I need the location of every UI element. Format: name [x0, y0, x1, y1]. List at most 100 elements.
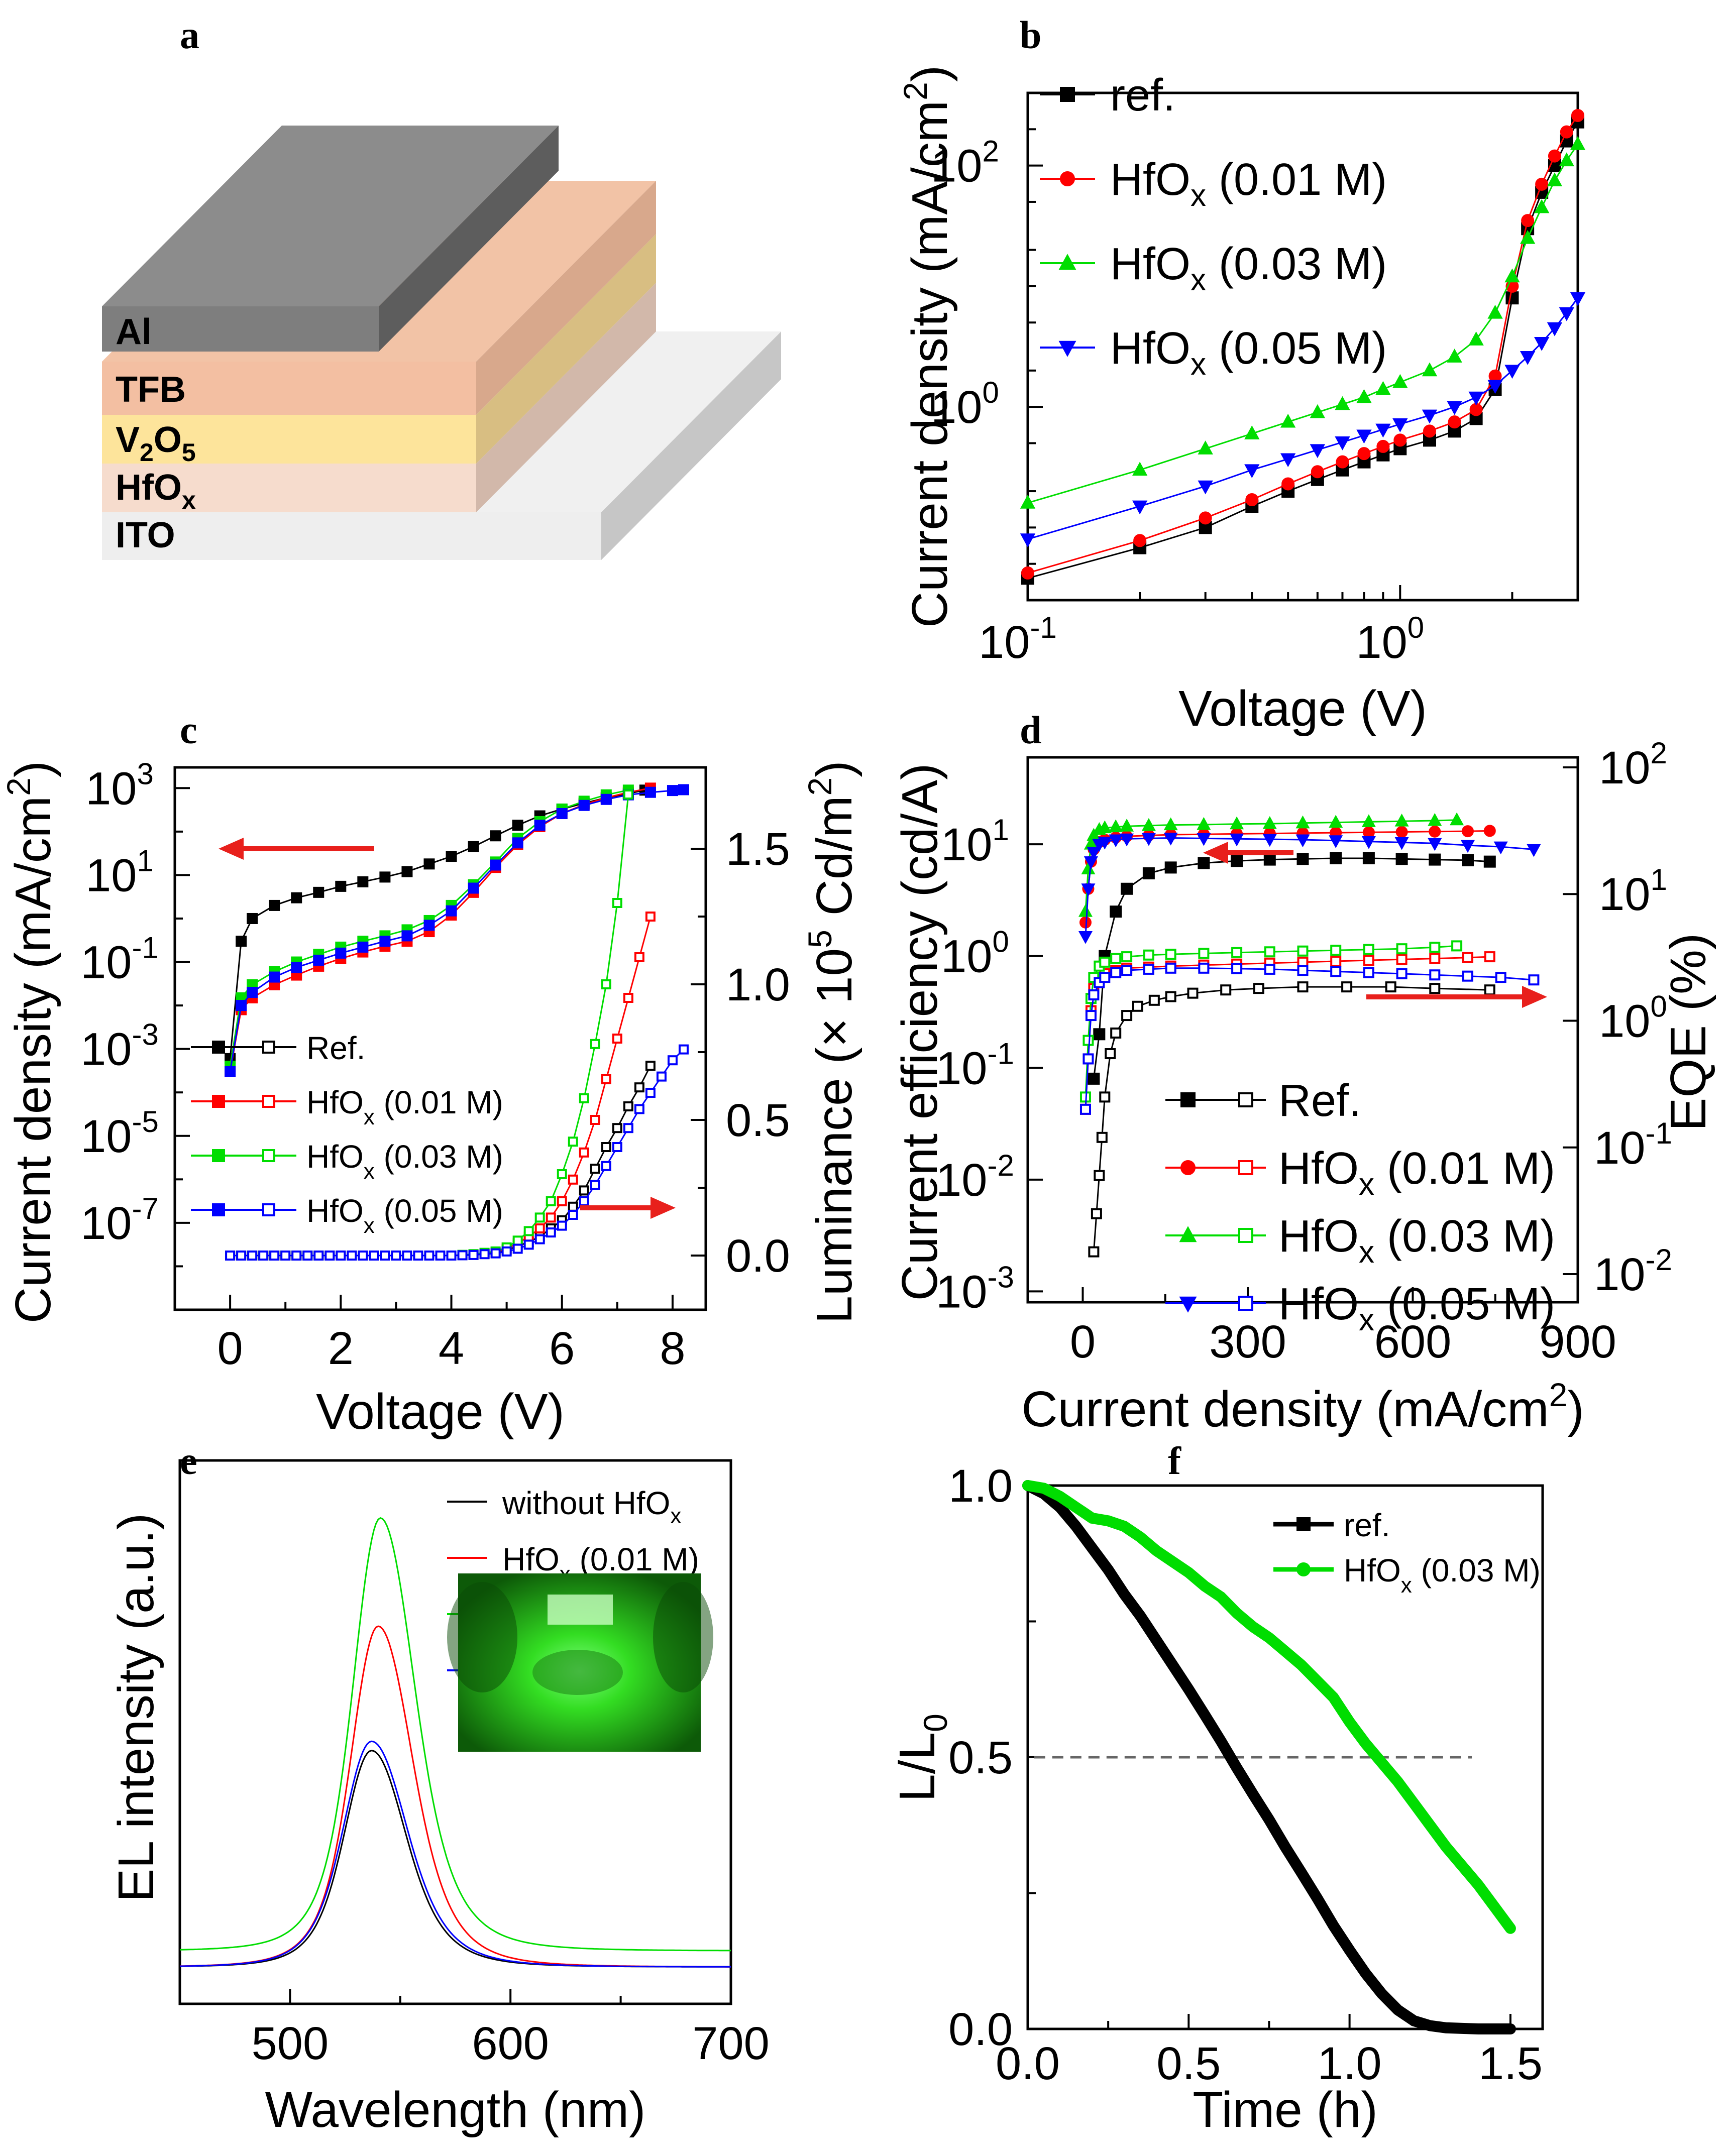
data-point — [590, 1180, 600, 1190]
data-point — [446, 1251, 457, 1261]
data-point — [1088, 1072, 1100, 1085]
data-point — [1395, 853, 1408, 865]
tick-label: 0.0 — [996, 2038, 1060, 2089]
data-point — [1460, 840, 1475, 853]
legend-label: HfOx (0.01 M) — [502, 1541, 699, 1586]
data-point — [1396, 954, 1408, 965]
data-point — [623, 993, 633, 1003]
data-point — [1330, 852, 1342, 864]
data-point — [1297, 945, 1309, 957]
data-point — [1198, 480, 1213, 495]
data-point — [568, 1137, 578, 1147]
data-point — [601, 1161, 611, 1171]
series-HfOx (0.01 M) — [1021, 108, 1584, 580]
data-point — [1393, 433, 1407, 447]
data-point — [1082, 1053, 1094, 1065]
arrow-left-head — [219, 838, 244, 860]
tick-label: 10-1 — [1594, 1116, 1672, 1174]
data-point — [1396, 943, 1408, 955]
data-point — [644, 786, 656, 798]
legend-marker — [262, 1149, 275, 1162]
data-point — [645, 1061, 656, 1071]
legend-marker — [1179, 1226, 1197, 1242]
data-point — [1361, 814, 1376, 827]
data-point — [1109, 819, 1123, 833]
tick-label: 101 — [1599, 863, 1667, 920]
data-point — [1110, 1027, 1122, 1039]
data-point — [1121, 951, 1133, 963]
tick-label: 1.0 — [948, 1460, 1013, 1512]
eqe-series-HfOx (0.03 M) — [1079, 940, 1463, 1103]
panel-c-chart: c 0 2 4 6 8 10-7 10-5 10-3 10-1 101 103 0.0 0.5 1.0 1.5… — [0, 708, 862, 1440]
data-point — [1143, 963, 1154, 975]
y-axis-label: L/L0 — [889, 1714, 954, 1802]
data-point — [1091, 1208, 1102, 1219]
tick-label: 0.5 — [726, 1095, 790, 1146]
data-point — [612, 1034, 622, 1044]
data-point — [1244, 425, 1260, 439]
data-point — [1297, 981, 1309, 993]
legend-label: HfOx (0.01 M) — [1278, 1144, 1555, 1202]
data-point — [1165, 949, 1176, 960]
data-point — [1559, 307, 1574, 321]
data-point — [413, 1251, 423, 1261]
data-point — [1429, 983, 1441, 994]
legend-marker — [1238, 1092, 1253, 1107]
data-point — [590, 1115, 600, 1125]
data-point — [1484, 951, 1495, 963]
data-point — [1548, 149, 1561, 163]
data-point — [1362, 826, 1375, 839]
tick-label: 0 — [218, 1323, 243, 1374]
y-axis-label: Current efficiency (cd/A) — [892, 763, 948, 1301]
data-point — [369, 1251, 379, 1261]
legend-label: HfOx (0.03 M) — [1110, 239, 1387, 297]
data-point — [1493, 841, 1508, 855]
data-point — [1329, 835, 1343, 848]
data-point — [1570, 136, 1586, 150]
legend-label: HfOx (0.01 M) — [306, 1084, 503, 1129]
data-point — [247, 913, 258, 924]
data-point — [557, 1169, 567, 1179]
data-point — [667, 1055, 678, 1066]
data-point — [1079, 1103, 1091, 1115]
current-series-HfOx (0.01 M) — [225, 782, 656, 1077]
data-point — [335, 880, 347, 892]
data-point — [1148, 994, 1160, 1006]
series-line — [1085, 837, 1534, 937]
data-point — [1336, 455, 1349, 469]
x-axis-label: Voltage (V) — [1178, 680, 1427, 737]
data-point — [1376, 439, 1390, 453]
data-point — [1495, 972, 1506, 983]
data-point — [1330, 955, 1342, 967]
x-axis-label: Time (h) — [1193, 2082, 1378, 2138]
data-point — [634, 952, 644, 962]
data-point — [1429, 825, 1441, 838]
data-point — [1263, 853, 1276, 866]
legend-label: HfOx (0.05 M) — [1278, 1279, 1555, 1337]
plot-frame — [178, 1459, 732, 2005]
data-point — [1020, 494, 1036, 509]
data-point — [1520, 230, 1536, 244]
data-point — [1422, 409, 1438, 424]
data-point — [1429, 942, 1441, 953]
data-point — [1110, 967, 1122, 978]
legend-label: HfOx (0.01 M) — [1110, 155, 1387, 213]
data-point — [324, 1251, 335, 1261]
data-point — [501, 1246, 512, 1257]
data-point — [1521, 214, 1535, 228]
data-point — [1462, 952, 1473, 963]
y-axis-label: Current density (mA/cm2) — [0, 761, 61, 1323]
data-point — [269, 971, 280, 983]
data-point — [1099, 972, 1111, 983]
legend-marker — [1238, 1160, 1253, 1175]
panel-b-chart: b 10-1 100 100 102 Voltage (V) Current density… — [897, 13, 1586, 737]
data-point — [1198, 857, 1210, 869]
data-point — [1311, 465, 1324, 479]
data-point — [1571, 108, 1584, 122]
tick-label: 102 — [931, 135, 999, 192]
tick-label: 500 — [252, 2018, 329, 2069]
data-point — [1534, 199, 1550, 213]
data-point — [402, 1251, 412, 1261]
data-point — [1088, 989, 1100, 1001]
